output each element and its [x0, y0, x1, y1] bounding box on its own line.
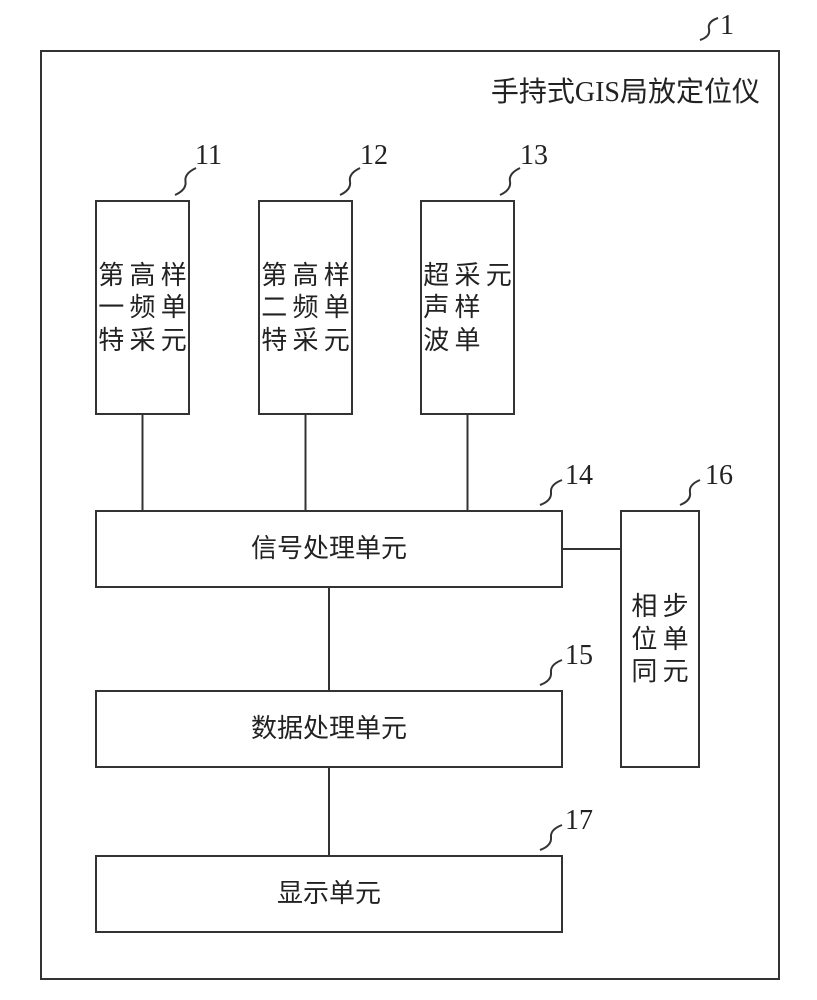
ref-17: 17: [565, 805, 593, 837]
